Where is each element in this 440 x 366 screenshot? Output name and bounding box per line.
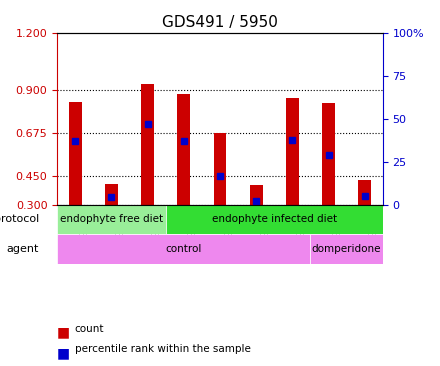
FancyBboxPatch shape <box>57 234 311 264</box>
Text: endophyte free diet: endophyte free diet <box>60 214 163 224</box>
Bar <box>141 85 154 205</box>
Title: GDS491 / 5950: GDS491 / 5950 <box>162 15 278 30</box>
Text: GSM8666: GSM8666 <box>220 209 230 255</box>
Text: GSM8662: GSM8662 <box>75 209 85 255</box>
Text: GSM8665: GSM8665 <box>184 209 194 255</box>
Text: percentile rank within the sample: percentile rank within the sample <box>75 344 251 354</box>
Text: GSM8667: GSM8667 <box>256 209 266 255</box>
FancyBboxPatch shape <box>166 205 383 234</box>
Text: agent: agent <box>7 244 39 254</box>
Text: endophyte infected diet: endophyte infected diet <box>212 214 337 224</box>
Text: GSM8663: GSM8663 <box>111 209 121 255</box>
Bar <box>250 186 263 205</box>
Text: ■: ■ <box>57 346 70 360</box>
Bar <box>214 133 226 205</box>
Bar <box>286 98 299 205</box>
Text: ■: ■ <box>57 326 70 340</box>
FancyBboxPatch shape <box>311 234 383 264</box>
Text: GSM8664: GSM8664 <box>148 209 158 255</box>
Text: GSM8669: GSM8669 <box>329 209 338 255</box>
Text: GSM8668: GSM8668 <box>292 209 302 255</box>
Text: control: control <box>165 244 202 254</box>
Text: GSM8670: GSM8670 <box>365 209 375 255</box>
Bar <box>177 94 190 205</box>
Bar <box>69 102 82 205</box>
Text: domperidone: domperidone <box>312 244 381 254</box>
Bar <box>359 180 371 205</box>
Text: count: count <box>75 324 104 334</box>
Text: protocol: protocol <box>0 214 39 224</box>
Bar <box>105 184 118 205</box>
Bar <box>322 104 335 205</box>
FancyBboxPatch shape <box>57 205 166 234</box>
